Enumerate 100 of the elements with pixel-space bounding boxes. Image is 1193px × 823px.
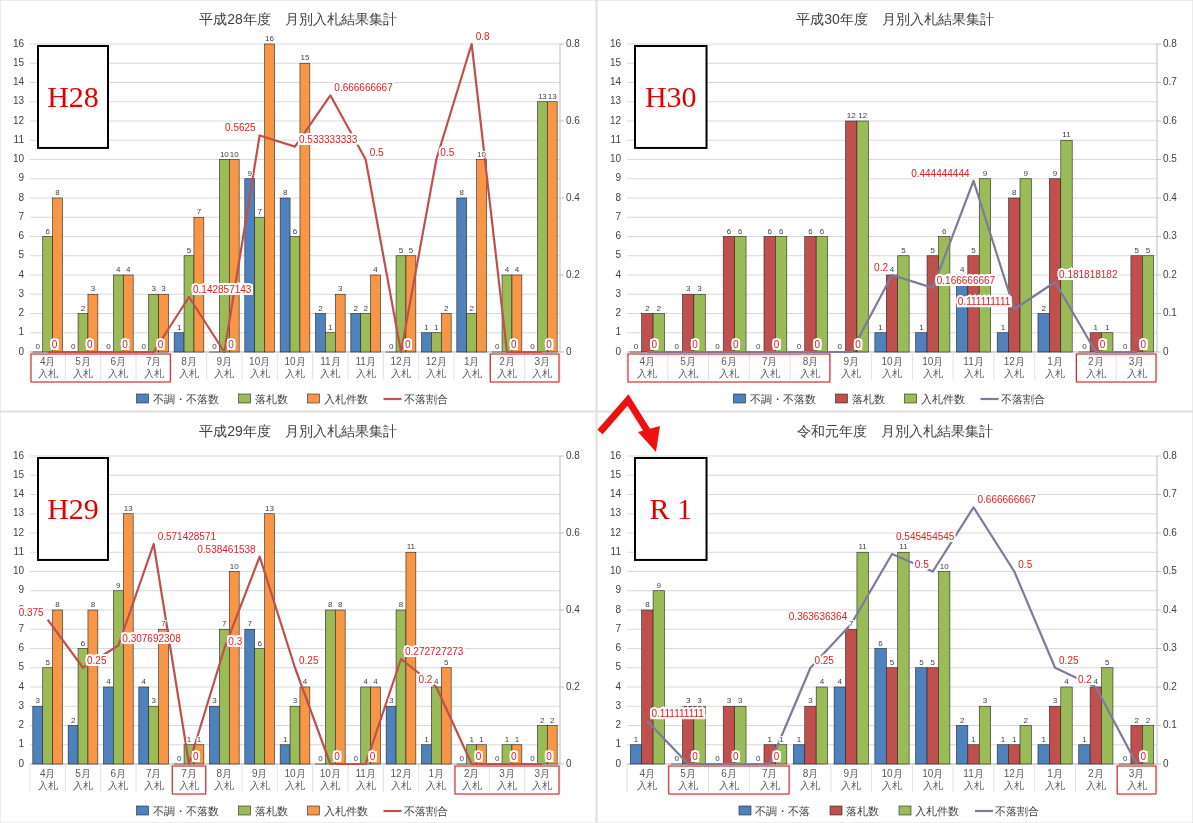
data-label: 0: [1082, 342, 1088, 351]
data-label: 9: [1052, 168, 1058, 178]
data-label: 0: [715, 754, 721, 763]
y-tick-label: 9: [615, 584, 622, 596]
data-label: 5: [1105, 657, 1111, 667]
data-label: 8: [459, 188, 465, 197]
data-label: 1: [424, 734, 430, 744]
data-label: 0.444444444: [911, 167, 970, 179]
data-label: 1: [1082, 734, 1088, 744]
chart-title: 平成30年度 月別入札結果集計: [796, 11, 994, 27]
data-label: 2: [540, 715, 546, 725]
x-tick-label: 9月入札: [841, 768, 862, 791]
data-label: 1: [1093, 322, 1099, 332]
data-label: 3: [161, 284, 167, 294]
y-tick-label: 16: [609, 449, 622, 461]
data-label: 4: [373, 677, 379, 686]
data-label: 11: [1062, 130, 1072, 140]
data-label: 3: [292, 696, 298, 706]
data-label: 2: [70, 715, 76, 725]
data-label: 2: [318, 303, 324, 313]
data-label: 0: [756, 342, 762, 351]
data-label: 2: [645, 303, 651, 313]
data-label: 0.25: [87, 654, 107, 666]
data-label: 0.111111111: [651, 708, 705, 720]
data-label: 2: [1134, 715, 1140, 725]
legend-label: 入札件数: [323, 393, 368, 405]
x-tick-label: 2月入札: [1085, 768, 1106, 791]
data-label: 3: [685, 696, 691, 706]
data-label: 4: [837, 677, 843, 686]
annotation: H29: [47, 492, 99, 526]
data-label: 3: [808, 696, 814, 706]
legend-label: 落札数: [846, 805, 879, 817]
data-label: 0.5: [1018, 558, 1033, 570]
y-tick-label: 3: [615, 287, 622, 299]
data-label: 8: [55, 188, 61, 197]
data-label: 4: [889, 265, 895, 274]
data-label: 2: [550, 715, 555, 725]
data-label: 1: [971, 734, 977, 744]
data-label: 0: [732, 339, 739, 350]
data-label: 0.545454545: [896, 531, 955, 542]
data-label: 8: [328, 600, 334, 609]
y2-tick-label: 0.1: [1163, 307, 1178, 319]
data-label: 9: [247, 168, 253, 178]
data-label: 1: [434, 322, 440, 332]
chart-title: 平成28年度 月別入札結果集計: [199, 11, 397, 27]
data-label: 0.5: [369, 146, 385, 158]
data-label: 7: [196, 207, 202, 217]
data-label: 5: [930, 657, 936, 667]
y-tick-label: 2: [18, 307, 25, 319]
data-label: 2: [1145, 715, 1151, 725]
y-tick-label: 12: [12, 526, 25, 538]
data-label: 4: [106, 677, 112, 686]
data-label: 4: [116, 265, 122, 274]
data-label: 3: [697, 696, 703, 706]
y2-tick-label: 0: [1163, 757, 1169, 769]
y-tick-label: 7: [615, 210, 622, 222]
data-label: 11: [899, 542, 909, 552]
data-label: 0: [633, 342, 639, 351]
data-label: 0: [674, 754, 680, 763]
data-label: 0: [334, 751, 341, 762]
data-label: 11: [406, 542, 416, 552]
data-label: 0: [1122, 342, 1128, 351]
y-tick-label: 8: [615, 191, 622, 203]
y-tick-label: 15: [609, 56, 622, 68]
y-tick-label: 11: [13, 133, 25, 145]
y2-tick-label: 0.2: [1163, 680, 1178, 692]
data-label: 6: [819, 226, 825, 236]
data-label: 10: [229, 561, 240, 571]
data-label: 9: [116, 580, 122, 590]
y-tick-label: 15: [12, 56, 25, 68]
data-label: 13: [547, 91, 558, 101]
legend-label: 不落割合: [995, 805, 1039, 817]
y2-tick-label: 0.8: [566, 37, 581, 49]
y2-tick-label: 0: [566, 345, 572, 357]
data-label: 0: [674, 342, 680, 351]
data-label: 13: [265, 503, 275, 513]
y-tick-label: 12: [12, 114, 25, 126]
y-tick-label: 10: [609, 153, 622, 165]
y-tick-label: 14: [12, 488, 25, 500]
y2-tick-label: 0: [1163, 345, 1169, 357]
y2-tick-label: 0.6: [1163, 114, 1178, 126]
data-label: 3: [738, 696, 744, 706]
data-label: 10: [229, 149, 240, 159]
data-label: 6: [878, 638, 884, 648]
x-tick-label: 11月入札: [355, 768, 376, 791]
data-label: 0: [511, 751, 517, 762]
y-tick-label: 14: [609, 76, 622, 88]
data-label: 4: [141, 677, 147, 686]
x-tick-label: 11月入札: [963, 768, 984, 791]
y-tick-label: 13: [609, 95, 622, 107]
y2-tick-label: 0.4: [566, 191, 581, 203]
y2-tick-label: 0.8: [1163, 37, 1178, 49]
y2-tick-label: 0.6: [566, 114, 581, 126]
data-label: 0.533333333: [299, 133, 358, 145]
data-label: 0: [459, 754, 465, 763]
data-label: 0: [106, 342, 112, 351]
data-label: 0.2: [874, 262, 889, 273]
data-label: 0: [773, 339, 780, 350]
data-label: 5: [971, 245, 977, 255]
data-label: 0.8: [475, 31, 491, 42]
